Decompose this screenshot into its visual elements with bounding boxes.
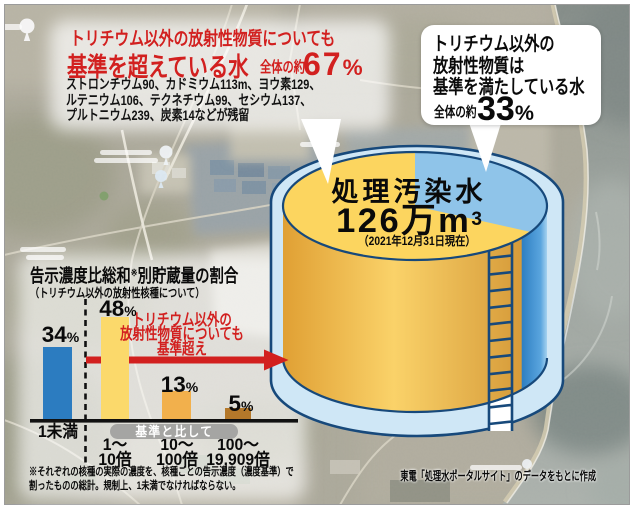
- exceed-share-unit: %: [342, 55, 363, 80]
- bar-category-label: 1～ 10倍: [98, 435, 132, 469]
- tank-top-outline: [281, 150, 549, 262]
- bar-value-label: 5%: [228, 390, 254, 416]
- bar-1～10倍: [101, 317, 129, 419]
- exceed-share-prefix: 全体の約: [260, 59, 306, 76]
- tank-top-blue-wedge: [415, 152, 548, 232]
- exceed-share-value: 67%: [303, 46, 363, 82]
- tank-side-blue-band: [521, 206, 547, 390]
- meet-callout-text: トリチウム以外の 放射性物質は 基準を満たしている水: [433, 34, 585, 99]
- meet-share-prefix: 全体の約: [434, 104, 477, 120]
- headline-glow: [50, 20, 390, 130]
- chart-axis: [30, 419, 298, 423]
- bar-value-label: 13%: [160, 371, 199, 397]
- exceed-arrow-icon: [86, 349, 289, 371]
- tank-volume: 126万m3: [336, 202, 482, 240]
- map-pin-icon: [155, 170, 167, 188]
- exceed-nuclide-list: ストロンチウム90、カドミウム113m、ヨウ素129、 ルテニウム106、テクネ…: [66, 76, 321, 124]
- meet-callout-bubble: [421, 25, 601, 125]
- chart-glow: [18, 254, 306, 500]
- bar-category-label: 10～ 100倍: [155, 435, 198, 469]
- tank-side: [283, 206, 547, 412]
- exceed-headline-main: 基準を超えている水: [67, 52, 249, 82]
- bar-1未満: [43, 346, 72, 420]
- map-pin-icon: [159, 145, 173, 165]
- map-pin-icon: [19, 18, 35, 41]
- chart-footnote: ※それぞれの核種の実際の濃度を、核種ごとの告示濃度（濃度基準）で 割ったものの総…: [29, 465, 294, 492]
- source-credit: 東電「処理水ポータルサイト」のデータをもとに作成: [400, 468, 596, 483]
- bar-value-label: 34%: [41, 322, 80, 348]
- tank-ladder-icon: [487, 242, 514, 431]
- tank-date-note: （2021年12月31日現在）: [358, 233, 476, 248]
- map-label-marks: [4, 24, 522, 470]
- meet-share-unit: %: [514, 101, 534, 125]
- baseline-note-pill: 基準と比して: [110, 423, 238, 439]
- bar-category-label: 1未満: [37, 422, 78, 441]
- exceed-annotation: トリチウム以外の 放射性物質についても 基準超え: [120, 311, 244, 359]
- tank-bottom-edge: [281, 357, 549, 414]
- map-pin-icon: [522, 459, 532, 475]
- bar-category-label: 100～ 19,909倍: [206, 435, 270, 469]
- tank-title: 処理汚染水: [331, 177, 487, 207]
- bar-chart-title: 告示濃度比総和※別貯蔵量の割合: [30, 266, 239, 286]
- text-glow: [18, 20, 390, 500]
- right-callout-tail: [467, 117, 503, 172]
- tank-graphic: [269, 144, 565, 438]
- bar-100～19,909倍: [225, 408, 251, 419]
- bar-10～100倍: [162, 391, 191, 419]
- map-pin-icon: [99, 191, 109, 201]
- left-callout-tail: [301, 119, 341, 184]
- bar-chart-subtitle: （トリチウム以外の放射性核種について）: [30, 286, 205, 300]
- meet-share-value: 33%: [477, 90, 534, 128]
- map-frame: [4, 4, 630, 505]
- exceed-headline-line1: トリチウム以外の放射性物質についても: [70, 28, 336, 49]
- bar-value-label: 48%: [99, 295, 137, 321]
